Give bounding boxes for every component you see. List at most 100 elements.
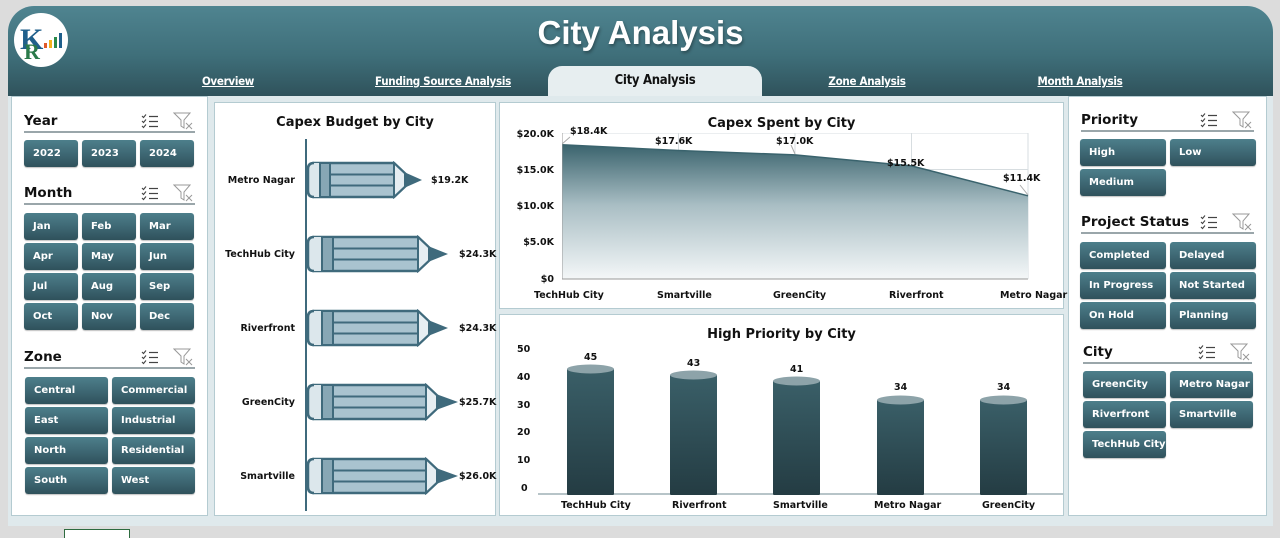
year-2022-button[interactable]: 2022 <box>24 140 78 167</box>
y-tick-label: 30 <box>517 400 531 411</box>
category-label: Metro Nagar <box>227 175 295 186</box>
data-label: $18.4K <box>570 126 608 137</box>
zone-residential-button[interactable]: Residential <box>112 437 195 464</box>
month-feb-button[interactable]: Feb <box>82 213 136 240</box>
month-jul-button[interactable]: Jul <box>24 273 78 300</box>
multi-select-icon[interactable] <box>1200 214 1218 230</box>
pencil-bar <box>306 161 422 199</box>
x-tick-label: Metro Nagar <box>874 500 942 511</box>
data-label: $11.4K <box>1003 173 1041 184</box>
priority-high-button[interactable]: High <box>1080 139 1166 166</box>
zone-industrial-button[interactable]: Industrial <box>112 407 195 434</box>
year-2024-button[interactable]: 2024 <box>140 140 194 167</box>
y-tick-label: $0 <box>540 274 554 285</box>
multi-select-icon[interactable] <box>141 349 159 365</box>
y-tick-label: $10.0K <box>516 201 554 212</box>
chart-title: Capex Spent by City <box>707 116 856 131</box>
x-tick-label: Riverfront <box>889 290 944 301</box>
bar-plot <box>538 364 1063 495</box>
y-tick-label: $20.0K <box>516 129 554 140</box>
y-tick-label: 20 <box>517 427 531 438</box>
month-nov-button[interactable]: Nov <box>82 303 136 330</box>
sheet-tab[interactable] <box>64 529 130 538</box>
data-label: $17.6K <box>655 136 693 147</box>
x-tick-label: TechHub City <box>534 290 604 301</box>
capex-budget-chart: Capex Budget by City Metro Nagar $19.2K … <box>214 102 496 516</box>
month-jan-button[interactable]: Jan <box>24 213 78 240</box>
svg-text:K: K <box>20 23 44 56</box>
clear-filter-icon[interactable] <box>173 348 193 366</box>
right-slicer-panel: Priority High Low Medium Project Status … <box>1068 96 1267 516</box>
tab-funding-source-analysis[interactable]: Funding Source Analysis <box>375 74 511 88</box>
month-slicer-header: Month <box>24 183 195 205</box>
month-aug-button[interactable]: Aug <box>82 273 136 300</box>
pencil-bar <box>306 235 448 273</box>
kpi-logo-icon: K R <box>20 23 62 64</box>
year-2023-button[interactable]: 2023 <box>82 140 136 167</box>
status-completed-button[interactable]: Completed <box>1080 242 1166 269</box>
clear-filter-icon[interactable] <box>1232 213 1252 231</box>
city-riverfront-button[interactable]: Riverfront <box>1083 401 1166 428</box>
status-delayed-button[interactable]: Delayed <box>1170 242 1256 269</box>
data-label: $24.3K <box>459 323 497 334</box>
city-metro-nagar-button[interactable]: Metro Nagar <box>1170 371 1253 398</box>
y-tick-label: 40 <box>517 372 531 383</box>
category-label: TechHub City <box>225 249 295 260</box>
zone-central-button[interactable]: Central <box>25 377 108 404</box>
status-on-hold-button[interactable]: On Hold <box>1080 302 1166 329</box>
status-planning-button[interactable]: Planning <box>1170 302 1256 329</box>
month-may-button[interactable]: May <box>82 243 136 270</box>
clear-filter-icon[interactable] <box>1230 343 1250 361</box>
zone-slicer-header: Zone <box>24 347 195 369</box>
data-label: $25.7K <box>459 397 497 408</box>
month-oct-button[interactable]: Oct <box>24 303 78 330</box>
left-slicer-panel: Year 2022 2023 2024 Month Jan Feb Mar Ap… <box>11 96 208 516</box>
priority-slicer-title: Priority <box>1081 112 1138 128</box>
category-label: Riverfront <box>240 323 295 334</box>
zone-commercial-button[interactable]: Commercial <box>112 377 195 404</box>
data-label: $17.0K <box>776 136 814 147</box>
city-greencity-button[interactable]: GreenCity <box>1083 371 1166 398</box>
month-jun-button[interactable]: Jun <box>140 243 194 270</box>
multi-select-icon[interactable] <box>141 113 159 129</box>
tab-zone-analysis[interactable]: Zone Analysis <box>828 74 906 88</box>
multi-select-icon[interactable] <box>1200 112 1218 128</box>
y-tick-label: 0 <box>521 483 528 494</box>
x-tick-label: Smartville <box>657 290 712 301</box>
month-mar-button[interactable]: Mar <box>140 213 194 240</box>
multi-select-icon[interactable] <box>141 185 159 201</box>
bar <box>980 395 1027 495</box>
month-apr-button[interactable]: Apr <box>24 243 78 270</box>
bar <box>877 395 924 495</box>
month-sep-button[interactable]: Sep <box>140 273 194 300</box>
status-not-started-button[interactable]: Not Started <box>1170 272 1256 299</box>
clear-filter-icon[interactable] <box>173 184 193 202</box>
clear-filter-icon[interactable] <box>1232 111 1252 129</box>
zone-east-button[interactable]: East <box>25 407 108 434</box>
multi-select-icon[interactable] <box>1198 344 1216 360</box>
x-tick-label: TechHub City <box>561 500 631 511</box>
tab-overview[interactable]: Overview <box>201 74 255 88</box>
x-tick-label: Metro Nagar <box>1000 290 1068 301</box>
priority-medium-button[interactable]: Medium <box>1080 169 1166 196</box>
zone-south-button[interactable]: South <box>25 467 108 494</box>
category-label: Smartville <box>240 471 295 482</box>
priority-slicer-header: Priority <box>1081 110 1254 132</box>
status-in-progress-button[interactable]: In Progress <box>1080 272 1166 299</box>
clear-filter-icon[interactable] <box>173 112 193 130</box>
zone-north-button[interactable]: North <box>25 437 108 464</box>
bar <box>773 376 820 495</box>
city-slicer-title: City <box>1083 344 1113 360</box>
priority-low-button[interactable]: Low <box>1170 139 1256 166</box>
x-tick-label: GreenCity <box>773 290 827 301</box>
tab-city-analysis[interactable]: City Analysis <box>548 66 762 96</box>
city-slicer-header: City <box>1083 342 1252 364</box>
city-smartville-button[interactable]: Smartville <box>1170 401 1253 428</box>
data-label: 45 <box>584 352 598 363</box>
month-dec-button[interactable]: Dec <box>140 303 194 330</box>
city-techhub-city-button[interactable]: TechHub City <box>1083 431 1166 458</box>
tab-month-analysis[interactable]: Month Analysis <box>1037 74 1123 88</box>
year-slicer-header: Year <box>24 111 195 133</box>
zone-west-button[interactable]: West <box>112 467 195 494</box>
data-label: $26.0K <box>459 471 497 482</box>
